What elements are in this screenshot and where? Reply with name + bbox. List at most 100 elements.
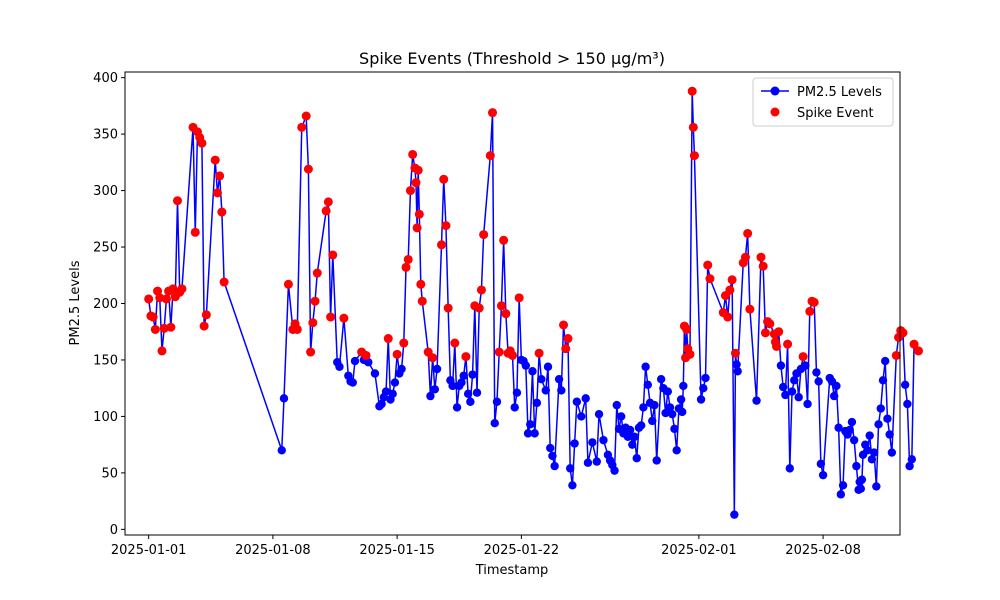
pm25-point xyxy=(628,440,637,449)
spike-event-point xyxy=(756,252,766,262)
plot-frame xyxy=(124,71,901,536)
spike-event-point xyxy=(688,122,698,132)
spike-event-point xyxy=(292,324,302,334)
pm25-point xyxy=(548,451,557,461)
spike-event-point xyxy=(499,235,509,245)
spike-event-point xyxy=(479,230,489,240)
pm25-point xyxy=(752,396,761,405)
x-tick-label: 2025-02-01 xyxy=(661,543,737,558)
y-tick-label: 350 xyxy=(93,128,118,143)
spike-event-point xyxy=(428,353,438,363)
pm25-point xyxy=(881,356,890,366)
pm25-point xyxy=(878,376,888,385)
spike-event-point xyxy=(685,349,695,359)
pm25-point xyxy=(794,393,803,402)
pm25-point xyxy=(656,374,666,384)
y-tick-label: 150 xyxy=(93,353,118,368)
spike-event-point xyxy=(199,321,209,331)
x-tick-label: 2025-01-15 xyxy=(359,543,435,558)
spike-event-point xyxy=(283,279,293,289)
spike-event-point xyxy=(190,227,200,237)
pm25-point xyxy=(874,420,883,429)
pm25-point xyxy=(466,397,475,406)
spike-event-point xyxy=(392,349,402,359)
y-tick-label: 300 xyxy=(93,184,118,199)
chart-title: Spike Events (Threshold > 150 µg/m³) xyxy=(359,49,665,68)
pm25-point xyxy=(883,414,892,423)
pm25-point xyxy=(452,403,462,412)
pm25-point xyxy=(448,381,457,391)
spike-event-point xyxy=(168,284,178,294)
spike-event-point xyxy=(774,327,784,337)
pm25-point xyxy=(790,376,799,385)
spike-event-point xyxy=(303,164,313,174)
spike-event-point xyxy=(443,303,453,313)
pm25-point xyxy=(887,448,897,457)
pm25-point xyxy=(577,412,586,421)
pm25-point xyxy=(335,362,344,371)
spike-event-point xyxy=(730,348,740,358)
spike-event-point xyxy=(898,328,908,338)
x-tick-label: 2025-01-01 xyxy=(111,543,187,558)
spike-event-point xyxy=(439,174,449,184)
pm25-point xyxy=(390,378,400,387)
spike-event-point xyxy=(321,206,331,216)
pm25-point xyxy=(652,456,661,465)
pm25-point xyxy=(876,404,885,413)
spike-event-point xyxy=(173,196,182,206)
pm25-point xyxy=(546,443,555,453)
spike-event-point xyxy=(508,350,517,360)
pm25-point xyxy=(512,388,522,397)
pm25-point xyxy=(778,382,788,392)
spike-event-point xyxy=(725,285,735,295)
spike-event-point xyxy=(743,228,753,238)
pm25-point xyxy=(857,475,867,484)
spike-event-point xyxy=(559,320,569,330)
spike-event-point xyxy=(723,312,733,322)
spike-event-point xyxy=(401,262,411,272)
pm25-point xyxy=(785,464,795,473)
pm25-point xyxy=(781,390,790,400)
spike-event-point xyxy=(217,207,227,217)
spike-event-point xyxy=(783,339,793,349)
spike-event-point xyxy=(361,350,371,360)
pm25-point xyxy=(812,368,821,377)
spike-event-point xyxy=(494,347,504,357)
pm25-point xyxy=(679,381,688,391)
pm25-point xyxy=(869,448,879,457)
pm25-point xyxy=(426,391,435,401)
pm25-point xyxy=(832,381,841,391)
pm25-point xyxy=(377,399,386,409)
pm25-point xyxy=(472,388,482,397)
spike-event-point xyxy=(488,108,498,118)
spike-event-point xyxy=(727,275,737,285)
spike-event-point xyxy=(306,347,316,357)
spike-event-point xyxy=(310,296,320,306)
legend-line-marker xyxy=(770,86,780,96)
spike-event-point xyxy=(383,334,393,344)
pm25-point xyxy=(397,364,406,374)
spike-event-point xyxy=(297,122,307,132)
pm25-point xyxy=(834,423,843,432)
pm25-point xyxy=(632,454,641,463)
pm25-point xyxy=(490,419,499,428)
pm25-point xyxy=(550,461,559,471)
pm25-point xyxy=(636,421,646,430)
legend-label-pm25: PM2.5 Levels xyxy=(797,85,882,100)
spike-event-point xyxy=(155,293,165,303)
pm25-point xyxy=(523,429,533,438)
legend: PM2.5 Levels Spike Event xyxy=(752,77,894,127)
spike-event-point xyxy=(405,186,415,196)
spike-event-point xyxy=(437,240,447,250)
spike-event-point xyxy=(687,86,697,96)
spike-event-point xyxy=(150,324,160,334)
pm25-point xyxy=(663,387,672,396)
spike-event-point xyxy=(765,319,775,329)
pm25-point xyxy=(648,416,657,426)
spike-event-point xyxy=(534,348,544,358)
spike-event-point xyxy=(312,268,322,278)
pm25-point xyxy=(592,457,601,466)
pm25-point xyxy=(852,461,861,471)
spike-event-point xyxy=(441,221,451,231)
pm25-point xyxy=(814,377,823,386)
